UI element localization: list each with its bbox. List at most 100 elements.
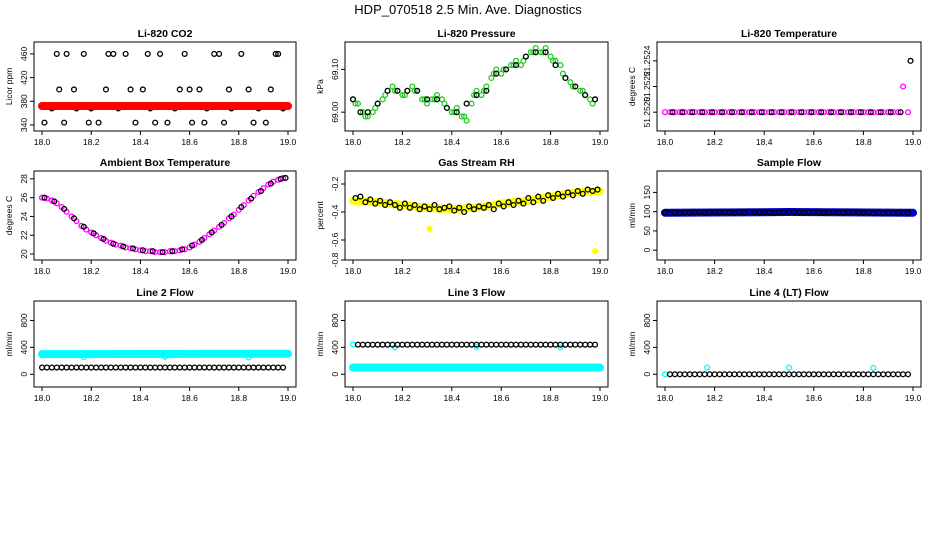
data-point — [795, 371, 802, 378]
data-point — [458, 341, 465, 348]
y-tick-label: -0.6 — [330, 232, 340, 247]
y-axis-label: ml/min — [627, 203, 637, 228]
data-point — [80, 354, 87, 361]
x-tick-label: 19.0 — [592, 393, 609, 403]
panel-3: Li-820 Temperature degrees C 18.0 18.2 18.4 1… — [627, 28, 922, 147]
plot-frame — [656, 41, 922, 132]
x-tick-label: 19.0 — [905, 137, 922, 147]
data-point — [503, 341, 510, 348]
x-tick-label: 18.2 — [706, 393, 723, 403]
panel-title: Gas Stream RH — [438, 157, 514, 169]
panel-title: Line 2 Flow — [136, 287, 194, 299]
data-point — [741, 371, 748, 378]
data-point — [406, 204, 413, 211]
data-point — [818, 109, 825, 116]
data-point — [218, 221, 225, 228]
y-tick-label: 69.00 — [330, 101, 340, 123]
data-point — [728, 109, 736, 116]
data-point — [85, 119, 92, 126]
series-blue-band — [661, 208, 917, 217]
data-point — [58, 364, 65, 371]
data-point — [117, 364, 124, 371]
data-point — [41, 119, 48, 126]
plot-frame — [656, 300, 922, 388]
data-point — [206, 364, 213, 371]
x-tick-label: 18.6 — [806, 266, 823, 276]
panel-2: Li-820 Pressure kPa 18.0 18.2 18.4 18.6 18.8 19… — [315, 28, 609, 147]
y-tick-label: -0.4 — [330, 204, 340, 219]
data-point — [900, 83, 907, 90]
data-point — [709, 109, 716, 116]
x-tick-label: 18.0 — [345, 137, 362, 147]
data-point — [512, 341, 520, 348]
data-point — [43, 364, 50, 371]
plot-frame — [344, 300, 609, 388]
data-point — [562, 74, 569, 81]
data-point — [426, 225, 433, 232]
data-point — [466, 203, 473, 210]
data-point — [840, 371, 847, 378]
data-point — [461, 113, 468, 120]
data-point — [569, 192, 576, 199]
data-point — [389, 83, 396, 90]
data-point — [255, 364, 262, 371]
data-point — [867, 109, 874, 116]
data-point — [577, 341, 584, 348]
data-point — [746, 371, 753, 378]
data-point — [592, 96, 599, 103]
data-point — [572, 341, 579, 348]
data-point — [517, 341, 525, 348]
data-point — [139, 247, 146, 254]
data-point — [211, 364, 218, 371]
data-point — [532, 49, 539, 56]
data-point — [189, 119, 196, 126]
data-point — [105, 50, 112, 57]
data-point — [443, 341, 450, 348]
data-point — [139, 86, 146, 93]
y-tick-label: 800 — [642, 313, 652, 327]
panel-9: Line 4 (LT) Flow ml/min 18.0 18.2 18.4 18.6 18… — [627, 287, 922, 403]
data-point — [731, 371, 738, 378]
data-point — [132, 364, 139, 371]
data-point — [661, 371, 669, 378]
data-point — [451, 207, 458, 214]
data-point — [453, 341, 460, 348]
data-point — [369, 341, 376, 348]
data-point — [201, 119, 208, 126]
data-point — [721, 371, 728, 378]
data-point — [272, 50, 279, 57]
data-point — [127, 86, 134, 93]
data-point — [250, 364, 257, 371]
data-point — [102, 86, 110, 93]
data-point — [766, 371, 773, 378]
data-point — [458, 113, 465, 120]
data-point — [446, 203, 453, 210]
data-point — [414, 341, 421, 348]
data-point — [453, 109, 460, 116]
data-point — [144, 50, 151, 57]
data-point — [137, 364, 144, 371]
data-point — [78, 364, 85, 371]
data-point — [169, 248, 176, 255]
x-tick-label: 18.0 — [345, 393, 362, 403]
data-point — [257, 188, 264, 195]
panel-title: Sample Flow — [757, 157, 822, 169]
data-point — [522, 53, 529, 60]
data-point — [181, 246, 188, 253]
data-point — [157, 364, 164, 371]
x-tick-label: 18.8 — [542, 393, 559, 403]
data-point — [778, 109, 785, 116]
y-axis-label: degrees C — [4, 196, 14, 235]
data-point — [364, 109, 371, 116]
data-point — [53, 364, 60, 371]
data-point — [149, 248, 156, 255]
data-point — [245, 364, 252, 371]
data-point — [166, 364, 173, 371]
data-point — [110, 240, 117, 247]
data-point — [679, 109, 686, 116]
data-point — [756, 371, 763, 378]
data-point — [666, 371, 674, 378]
data-point — [488, 74, 495, 81]
data-point — [416, 206, 423, 213]
x-tick-label: 18.2 — [394, 137, 411, 147]
